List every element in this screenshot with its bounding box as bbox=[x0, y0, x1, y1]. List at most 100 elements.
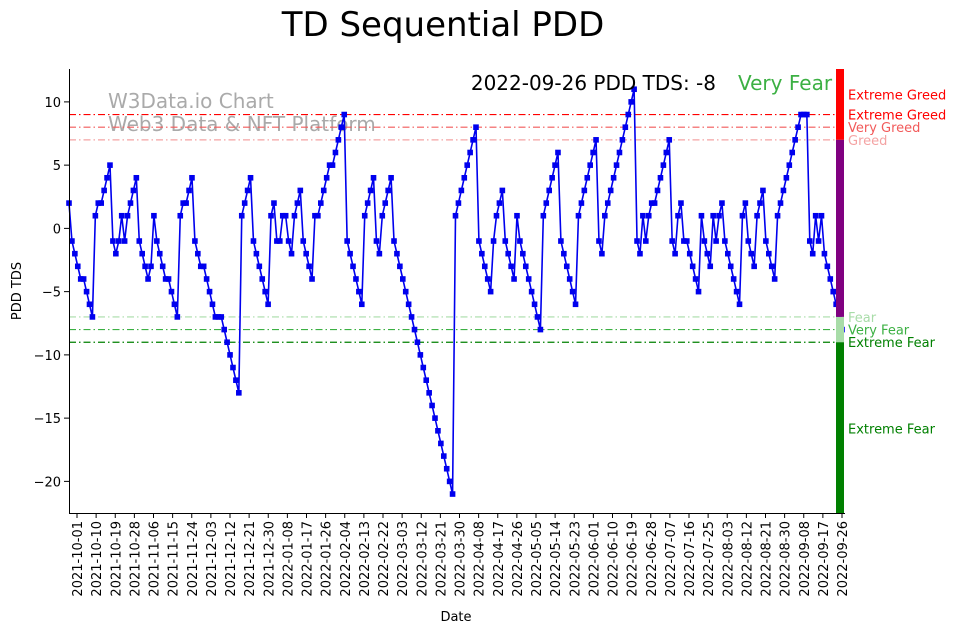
data-point bbox=[420, 364, 427, 371]
data-point bbox=[127, 200, 134, 206]
data-point bbox=[426, 390, 432, 396]
data-point bbox=[470, 137, 476, 143]
data-point bbox=[379, 212, 386, 219]
x-tick-label: 2022-04-08 bbox=[473, 521, 488, 597]
data-point bbox=[739, 212, 746, 219]
y-tick-label: 10 bbox=[44, 96, 61, 111]
data-point bbox=[440, 453, 447, 459]
data-point bbox=[402, 288, 409, 295]
x-tick-label: 2022-01-26 bbox=[320, 521, 335, 597]
data-point bbox=[701, 238, 708, 244]
data-point bbox=[525, 276, 532, 282]
x-tick-label: 2022-02-04 bbox=[339, 521, 354, 597]
data-point bbox=[806, 238, 813, 244]
data-point bbox=[692, 276, 699, 282]
data-point bbox=[766, 250, 772, 257]
data-point bbox=[722, 238, 728, 244]
data-point bbox=[353, 276, 359, 282]
watermark-line-1: W3Data.io Chart bbox=[108, 89, 274, 113]
data-point bbox=[604, 200, 611, 206]
data-point bbox=[645, 212, 652, 219]
data-point bbox=[566, 276, 573, 282]
x-tick-label: 2022-01-17 bbox=[301, 521, 316, 597]
data-point bbox=[356, 288, 362, 295]
data-point bbox=[265, 301, 271, 308]
data-point bbox=[563, 263, 570, 270]
data-point bbox=[180, 200, 186, 206]
data-point bbox=[288, 250, 295, 257]
data-point bbox=[388, 174, 394, 181]
x-tick-label: 2022-05-05 bbox=[530, 521, 545, 597]
x-tick-label: 2022-06-10 bbox=[607, 521, 622, 597]
data-point bbox=[686, 250, 693, 257]
data-point bbox=[543, 200, 550, 206]
data-point bbox=[830, 288, 837, 295]
data-point bbox=[344, 238, 350, 244]
data-point bbox=[215, 314, 222, 320]
data-point bbox=[502, 238, 509, 244]
data-point bbox=[244, 187, 251, 194]
data-point bbox=[271, 200, 277, 206]
x-tick-label: 2022-03-03 bbox=[396, 521, 411, 597]
axes bbox=[69, 69, 845, 514]
data-point bbox=[473, 124, 479, 130]
threshold-label: Extreme Greed bbox=[848, 88, 946, 103]
data-point bbox=[197, 263, 204, 270]
data-point bbox=[98, 200, 105, 206]
data-point bbox=[212, 314, 219, 320]
data-point bbox=[780, 187, 787, 194]
data-point bbox=[461, 174, 468, 181]
data-point bbox=[684, 238, 690, 244]
data-point bbox=[274, 238, 280, 244]
data-point bbox=[789, 149, 796, 156]
data-point bbox=[277, 238, 283, 244]
data-point bbox=[253, 250, 260, 257]
data-point bbox=[282, 212, 289, 219]
x-tick-label: 2022-03-30 bbox=[454, 521, 469, 597]
data-point bbox=[408, 314, 415, 320]
data-point bbox=[110, 238, 116, 244]
data-point bbox=[446, 478, 453, 485]
data-point bbox=[306, 263, 312, 270]
data-point bbox=[183, 200, 189, 206]
x-tick-label: 2022-09-17 bbox=[817, 521, 832, 597]
data-point bbox=[89, 314, 96, 320]
data-point bbox=[496, 200, 503, 206]
x-tick-label: 2021-11-15 bbox=[167, 521, 182, 597]
data-point bbox=[593, 137, 599, 143]
data-point bbox=[315, 212, 321, 219]
data-point bbox=[72, 250, 78, 257]
x-tick-label: 2022-08-03 bbox=[721, 521, 736, 597]
data-point bbox=[92, 212, 99, 219]
watermark: W3Data.io Chart Web3 Data & NFT Platform bbox=[108, 89, 376, 136]
data-point bbox=[148, 263, 154, 270]
data-point bbox=[552, 162, 558, 168]
data-point bbox=[318, 200, 324, 206]
data-point bbox=[312, 212, 318, 219]
data-point bbox=[751, 263, 757, 270]
data-point bbox=[359, 301, 365, 308]
x-tick-label: 2022-04-17 bbox=[492, 521, 507, 597]
data-point bbox=[174, 314, 181, 320]
data-point bbox=[713, 238, 719, 244]
x-tick-label: 2022-06-28 bbox=[645, 521, 660, 597]
data-point bbox=[435, 427, 441, 434]
data-point bbox=[171, 301, 178, 308]
data-point bbox=[643, 238, 649, 244]
data-point bbox=[113, 250, 119, 257]
data-point bbox=[569, 288, 576, 295]
data-point bbox=[815, 238, 822, 244]
data-point bbox=[666, 137, 673, 143]
data-point bbox=[385, 187, 391, 194]
data-point bbox=[142, 263, 148, 270]
x-tick-label: 2021-10-28 bbox=[128, 521, 143, 597]
data-point bbox=[672, 250, 678, 257]
data-point bbox=[449, 491, 456, 497]
data-point bbox=[487, 288, 494, 295]
data-point bbox=[69, 238, 75, 244]
data-point bbox=[438, 440, 444, 447]
data-point bbox=[233, 377, 239, 383]
data-point bbox=[540, 212, 547, 219]
data-point bbox=[400, 276, 406, 282]
